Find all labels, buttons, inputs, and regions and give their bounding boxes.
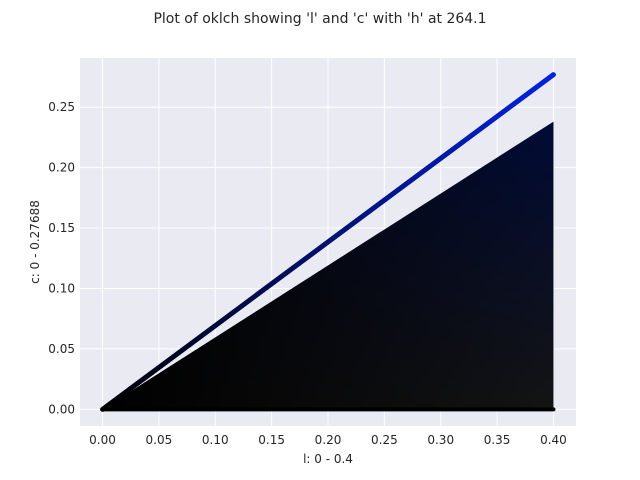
y-tick-label: 0.25	[48, 100, 75, 114]
y-tick-label: 0.05	[48, 342, 75, 356]
x-tick-label: 0.20	[315, 433, 342, 447]
y-axis-label: c: 0 - 0.27688	[28, 200, 42, 284]
x-tick-label: 0.00	[89, 433, 116, 447]
x-tick-label: 0.30	[427, 433, 454, 447]
y-tick-label: 0.20	[48, 161, 75, 175]
x-tick-label: 0.35	[484, 433, 511, 447]
x-tick-label: 0.40	[540, 433, 567, 447]
y-tick-label: 0.10	[48, 281, 75, 295]
x-tick-label: 0.15	[258, 433, 285, 447]
x-tick-label: 0.05	[146, 433, 173, 447]
gamut-chroma-shading	[102, 121, 554, 410]
chart-title: Plot of oklch showing 'l' and 'c' with '…	[153, 11, 486, 27]
x-tick-labels: 0.00 0.05 0.10 0.15 0.20 0.25 0.30 0.35 0.40	[89, 433, 567, 447]
max-chroma-edge-line	[100, 72, 556, 412]
x-tick-label: 0.10	[202, 433, 229, 447]
x-axis-label: l: 0 - 0.4	[303, 452, 353, 466]
data-series	[100, 72, 556, 412]
x-tick-label: 0.25	[371, 433, 398, 447]
y-tick-labels: 0.00 0.05 0.10 0.15 0.20 0.25	[48, 100, 75, 416]
y-tick-label: 0.15	[48, 221, 75, 235]
y-tick-label: 0.00	[48, 402, 75, 416]
